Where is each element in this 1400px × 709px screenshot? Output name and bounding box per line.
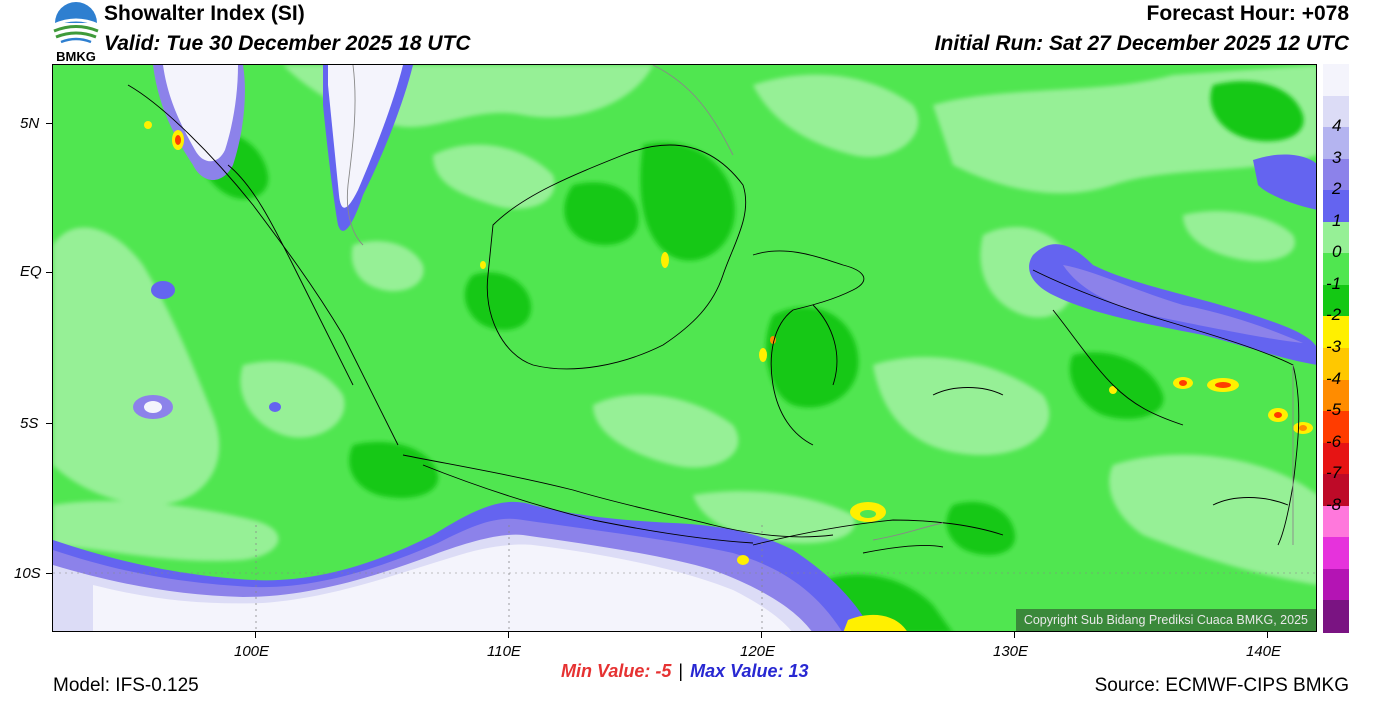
bmkg-logo-icon	[53, 2, 99, 44]
colorbar-segment	[1323, 127, 1349, 160]
colorbar-segment	[1323, 221, 1349, 254]
lon-tick-110e: 110E	[487, 643, 521, 660]
colorbar-label: -8	[1326, 494, 1342, 514]
lat-tick-mark	[46, 423, 52, 424]
lat-tick-mark	[46, 573, 52, 574]
map-title: Showalter Index (SI)	[104, 2, 305, 25]
colorbar-segment	[1323, 474, 1349, 507]
min-value: -5	[655, 661, 672, 681]
graticule	[53, 525, 1316, 631]
forecast-hour: Forecast Hour: +078	[1146, 2, 1350, 25]
colorbar-label: 3	[1332, 147, 1342, 167]
colorbar-segment	[1323, 316, 1349, 349]
lon-tick-100e: 100E	[234, 643, 270, 660]
colorbar-label: -1	[1326, 273, 1342, 293]
valid-time: Valid: Tue 30 December 2025 18 UTC	[104, 32, 471, 55]
max-value-label: Max Value:	[690, 661, 784, 681]
lon-tick-mark	[1267, 632, 1268, 638]
colorbar-segment	[1323, 284, 1349, 318]
lat-tick-5n: 5N	[20, 115, 40, 132]
colorbar-segment	[1323, 600, 1349, 633]
colorbar-label: -4	[1326, 368, 1342, 388]
colorbar-label: -6	[1326, 431, 1342, 451]
showalter-index-map[interactable]: Copyright Sub Bidang Prediksi Cuaca BMKG…	[52, 64, 1317, 632]
colorbar-segment	[1323, 253, 1349, 286]
colorbar-segment	[1323, 411, 1349, 444]
colorbar-label: 0	[1332, 242, 1342, 262]
bmkg-logo: BMKG	[51, 1, 101, 64]
colorbar-label: 1	[1332, 210, 1342, 230]
colorbar-segment	[1323, 158, 1349, 191]
colorbar-segment	[1323, 568, 1349, 602]
initial-run: Initial Run: Sat 27 December 2025 12 UTC	[934, 32, 1349, 55]
logo-text: BMKG	[56, 49, 96, 64]
copyright-notice: Copyright Sub Bidang Prediksi Cuaca BMKG…	[1015, 609, 1316, 631]
lon-tick-140e: 140E	[1246, 643, 1282, 660]
min-max-separator: |	[678, 661, 684, 681]
lat-tick-5s: 5S	[20, 415, 39, 432]
lon-tick-mark	[255, 632, 256, 638]
lat-tick-eq: EQ	[20, 263, 42, 280]
lat-tick-mark	[46, 123, 52, 124]
colorbar-segment	[1323, 348, 1349, 381]
country-borders	[346, 65, 1294, 545]
colorbar	[1323, 64, 1349, 633]
lon-tick-mark	[761, 632, 762, 638]
colorbar-label: -7	[1326, 463, 1342, 483]
colorbar-segment	[1323, 442, 1349, 475]
lat-tick-10s: 10S	[14, 565, 41, 582]
colorbar-label: -5	[1326, 400, 1342, 420]
source-label: Source: ECMWF-CIPS BMKG	[1094, 675, 1349, 696]
colorbar-segment	[1323, 190, 1349, 223]
lon-tick-mark	[1014, 632, 1015, 638]
colorbar-label: -2	[1326, 305, 1342, 325]
colorbar-segment	[1323, 64, 1349, 97]
map-canvas	[53, 65, 1316, 631]
dark-green-regions	[199, 81, 1304, 631]
lon-tick-120e: 120E	[740, 643, 776, 660]
max-value: 13	[788, 661, 809, 681]
unstable-regions	[144, 121, 1313, 631]
colorbar-label: 4	[1332, 116, 1342, 136]
colorbar-label: -3	[1326, 337, 1342, 356]
model-label: Model: IFS-0.125	[53, 675, 199, 696]
lat-tick-mark	[46, 272, 52, 273]
colorbar-segment	[1323, 505, 1349, 538]
lon-tick-130e: 130E	[993, 643, 1029, 660]
colorbar-segment	[1323, 379, 1349, 412]
coastlines	[127, 84, 1300, 554]
stable-regions	[53, 65, 1316, 631]
lon-tick-mark	[508, 632, 509, 638]
min-max-line: Min Value: -5 | Max Value: 13	[561, 661, 809, 682]
min-value-label: Min Value:	[561, 661, 651, 681]
colorbar-segment	[1323, 537, 1349, 570]
colorbar-label: 2	[1332, 179, 1342, 199]
colorbar-segment	[1323, 95, 1349, 128]
